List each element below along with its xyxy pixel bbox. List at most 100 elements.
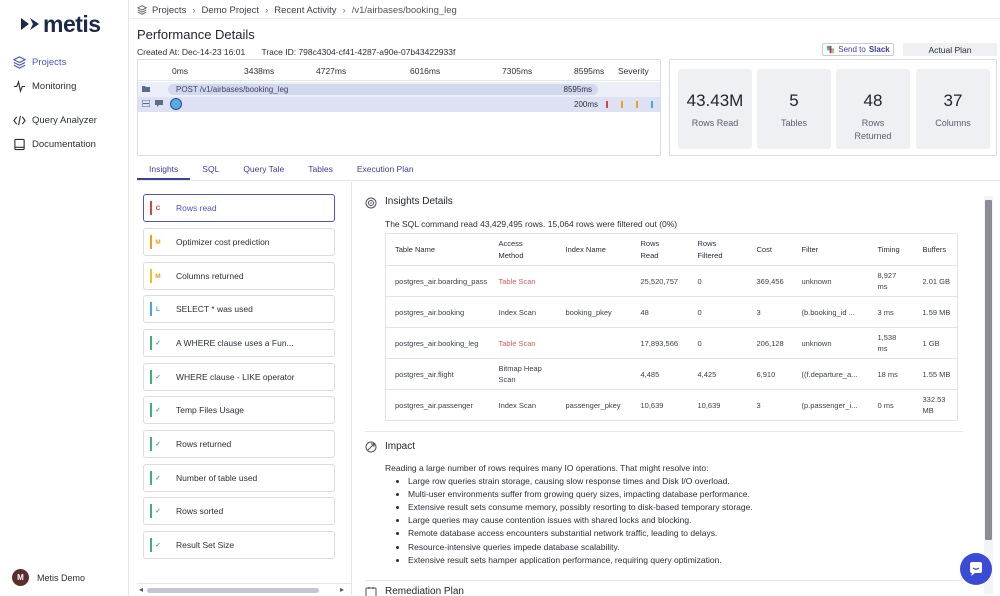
stat-rows-read: 43.43M Rows Read bbox=[678, 69, 752, 149]
column-header: Index Name bbox=[556, 233, 632, 266]
cell-cost: 206,128 bbox=[747, 327, 793, 359]
scroll-left-icon[interactable]: ◂ bbox=[139, 585, 144, 594]
check-icon: ✓ bbox=[150, 370, 164, 384]
insight-tables-used[interactable]: ✓ Number of table used bbox=[143, 464, 335, 492]
folder-icon bbox=[142, 85, 150, 94]
cell-buffers: 332.53 MB bbox=[913, 389, 958, 421]
stat-columns: 37 Columns bbox=[916, 69, 990, 149]
user-menu[interactable]: M Metis Demo bbox=[12, 569, 85, 586]
tab-execution-plan[interactable]: Execution Plan bbox=[356, 164, 414, 174]
scrollbar-thumb[interactable] bbox=[985, 200, 992, 540]
horizontal-scrollbar[interactable]: ◂ ▸ bbox=[137, 583, 351, 595]
page-meta: Created At: Dec-14-23 16:01 Trace ID: 79… bbox=[137, 47, 469, 57]
tick-label: 4727ms bbox=[316, 66, 347, 76]
divider bbox=[365, 431, 963, 432]
cell-access-method: Index Scan bbox=[489, 389, 557, 421]
column-header: Table Name bbox=[385, 233, 490, 266]
sidebar-item-documentation[interactable]: Documentation bbox=[0, 132, 128, 156]
table-row[interactable]: postgres_air.passenger Index Scan passen… bbox=[385, 389, 958, 421]
span-bar[interactable]: POST /v1/airbases/booking_leg 8595ms bbox=[168, 84, 598, 95]
tab-sql[interactable]: SQL bbox=[202, 164, 220, 174]
sidebar: metis Projects Monitoring Query Analy bbox=[0, 0, 129, 596]
tab-tables[interactable]: Tables bbox=[308, 164, 333, 174]
chevron-right-icon: › bbox=[192, 4, 196, 16]
logo[interactable]: metis bbox=[20, 11, 101, 37]
check-icon: ✓ bbox=[150, 538, 164, 552]
tick-label: 0ms bbox=[172, 66, 189, 76]
tab-insights[interactable]: Insights bbox=[137, 160, 191, 180]
stat-label: Rows Read bbox=[691, 118, 739, 128]
scrollbar-thumb[interactable] bbox=[147, 588, 319, 593]
tables-breakdown-table: Table Name Access Method Index Name Rows… bbox=[385, 233, 958, 421]
avatar: M bbox=[12, 569, 29, 586]
cell-index-name bbox=[556, 358, 632, 390]
cell-rows-filtered: 0 bbox=[688, 296, 748, 328]
cell-timing: 8,927 ms bbox=[868, 265, 914, 297]
slack-label: Slack bbox=[868, 45, 890, 54]
insight-label: Columns returned bbox=[176, 271, 244, 281]
cell-index-name bbox=[556, 265, 632, 297]
chevron-right-icon: › bbox=[342, 4, 346, 16]
layers-icon bbox=[137, 5, 147, 15]
cell-filter: unknown bbox=[792, 265, 869, 297]
sidebar-item-monitoring[interactable]: Monitoring bbox=[0, 74, 128, 98]
vertical-scrollbar[interactable] bbox=[984, 196, 993, 594]
cell-buffers: 1.59 MB bbox=[913, 296, 958, 328]
query-marker[interactable] bbox=[170, 98, 182, 110]
tick-label: 7305ms bbox=[502, 66, 533, 76]
actual-plan-button[interactable]: Actual Plan bbox=[903, 43, 997, 56]
insight-where-like[interactable]: ✓ WHERE clause - LIKE operator bbox=[143, 363, 335, 391]
table-row[interactable]: postgres_air.booking Index Scan booking_… bbox=[385, 296, 958, 328]
insight-optimizer-cost[interactable]: M Optimizer cost prediction bbox=[143, 228, 335, 256]
insights-list: C Rows read M Optimizer cost prediction … bbox=[137, 182, 352, 595]
scroll-right-icon[interactable]: ▸ bbox=[340, 585, 345, 594]
stat-rows-returned: 48 Rows Returned bbox=[836, 69, 910, 149]
insight-result-set-size[interactable]: ✓ Result Set Size bbox=[143, 531, 335, 559]
insight-columns-returned[interactable]: M Columns returned bbox=[143, 262, 335, 290]
tab-query-tale[interactable]: Query Tale bbox=[243, 164, 285, 174]
cell-buffers: 1.55 MB bbox=[913, 358, 958, 390]
cell-table-name: postgres_air.flight bbox=[385, 358, 490, 390]
insight-summary: The SQL command read 43,429,495 rows. 15… bbox=[385, 219, 678, 229]
breadcrumb-recent-activity[interactable]: Recent Activity bbox=[274, 4, 337, 16]
stat-value: 43.43M bbox=[686, 91, 744, 110]
database-icon bbox=[141, 99, 151, 109]
insight-rows-read[interactable]: C Rows read bbox=[143, 194, 335, 222]
span-row[interactable]: POST /v1/airbases/booking_leg 8595ms bbox=[138, 82, 660, 97]
severity-medium-icon bbox=[621, 101, 627, 108]
chat-support-button[interactable] bbox=[960, 553, 992, 585]
stat-value: 48 bbox=[863, 91, 883, 110]
check-icon: ✓ bbox=[150, 403, 164, 417]
breadcrumb-demo-project[interactable]: Demo Project bbox=[201, 4, 260, 16]
query-row[interactable]: 200ms bbox=[138, 97, 660, 112]
insight-select-star[interactable]: L SELECT * was used bbox=[143, 295, 335, 323]
table-row[interactable]: postgres_air.boarding_pass Table Scan 25… bbox=[385, 265, 958, 297]
severity-header: Severity bbox=[618, 66, 649, 76]
sidebar-item-projects[interactable]: Projects bbox=[0, 50, 128, 74]
page-title: Performance Details bbox=[137, 27, 255, 42]
breadcrumb-projects[interactable]: Projects bbox=[152, 4, 187, 16]
span-label: POST /v1/airbases/booking_leg bbox=[176, 85, 289, 94]
insight-temp-files[interactable]: ✓ Temp Files Usage bbox=[143, 396, 335, 424]
send-to-label: Send to bbox=[838, 45, 866, 54]
insight-label: WHERE clause - LIKE operator bbox=[176, 372, 295, 382]
impact-icon bbox=[365, 441, 377, 453]
send-to-slack-button[interactable]: Send to Slack bbox=[822, 43, 894, 56]
insight-where-function[interactable]: ✓ A WHERE clause uses a Fun... bbox=[143, 329, 335, 357]
insight-rows-returned[interactable]: ✓ Rows returned bbox=[143, 430, 335, 458]
insight-rows-sorted[interactable]: ✓ Rows sorted bbox=[143, 497, 335, 525]
span-duration: 8595ms bbox=[563, 85, 592, 94]
comment-icon bbox=[155, 100, 163, 109]
insights-details-title: Insights Details bbox=[385, 196, 453, 207]
table-row[interactable]: postgres_air.flight Bitmap Heap Scan 4,4… bbox=[385, 358, 958, 390]
severity-badge: L bbox=[150, 302, 164, 316]
sidebar-item-query-analyzer[interactable]: Query Analyzer bbox=[0, 108, 128, 132]
stat-value: 37 bbox=[943, 91, 963, 110]
cell-cost: 369,456 bbox=[747, 265, 793, 297]
insight-label: Result Set Size bbox=[176, 540, 235, 550]
metis-logo-icon bbox=[21, 18, 39, 30]
sidebar-item-label: Query Analyzer bbox=[32, 114, 97, 126]
table-row[interactable]: postgres_air.booking_leg Table Scan 17,8… bbox=[385, 327, 958, 359]
cell-cost: 3 bbox=[747, 296, 793, 328]
cell-rows-read: 25,520,757 bbox=[631, 265, 689, 297]
